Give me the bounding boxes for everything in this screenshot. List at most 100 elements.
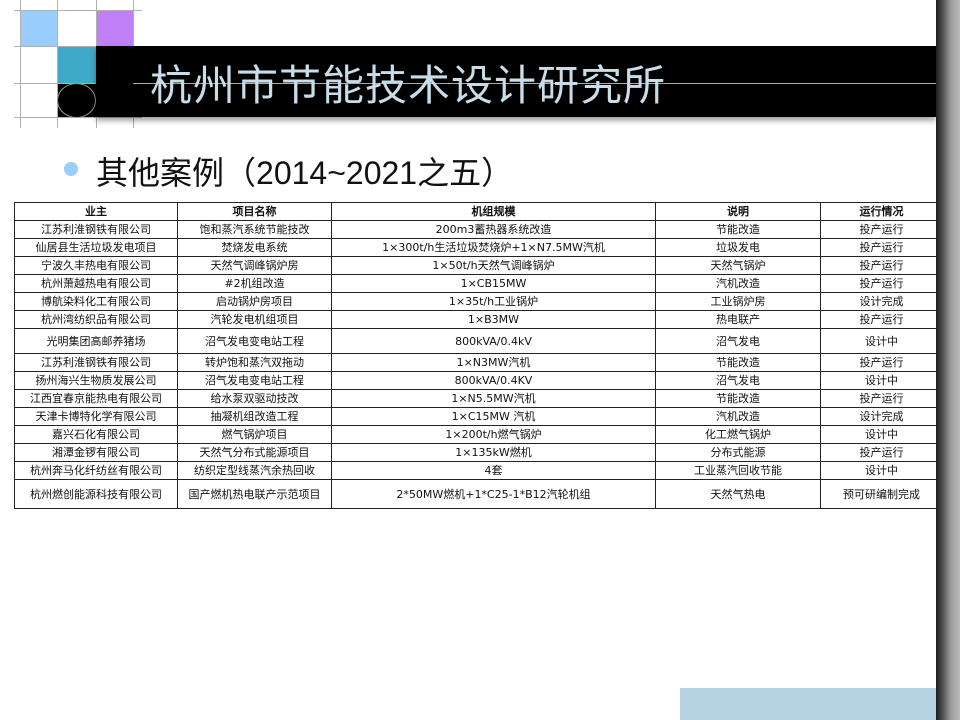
- table-cell: 江西宜春京能热电有限公司: [14, 389, 178, 408]
- grid-line: [14, 10, 142, 11]
- table-cell: 200m3蓄热器系统改造: [331, 220, 656, 239]
- table-cell: 设计中: [820, 328, 943, 354]
- table-cell: 纺织定型线蒸汽余热回收: [177, 461, 332, 480]
- table-cell: 1×200t/h燃气锅炉: [331, 425, 656, 444]
- table-cell: 工业蒸汽回收节能: [655, 461, 821, 480]
- footer-box: [680, 688, 936, 720]
- table-cell: 国产燃机热电联产示范项目: [177, 479, 332, 509]
- table-cell: 投产运行: [820, 256, 943, 275]
- table-cell: 抽凝机组改造工程: [177, 407, 332, 426]
- table-cell: 扬州海兴生物质发展公司: [14, 371, 178, 390]
- subtitle-range: 2014~2021: [256, 155, 418, 191]
- table-cell: 杭州湾纺织品有限公司: [14, 310, 178, 329]
- table-cell: 投产运行: [820, 274, 943, 293]
- table-cell: 江苏利淮钢铁有限公司: [14, 353, 178, 372]
- table-cell: 沼气发电变电站工程: [177, 328, 332, 354]
- table-cell: 设计中: [820, 461, 943, 480]
- column-header: 运行情况: [820, 202, 943, 221]
- grid-line: [14, 46, 142, 47]
- table-cell: 预可研编制完成: [820, 479, 943, 509]
- table-cell: 4套: [331, 461, 656, 480]
- table-cell: 投产运行: [820, 389, 943, 408]
- table-row: 杭州萧越热电有限公司 #2机组改造 1×CB15MW 汽机改造 投产运行: [14, 274, 943, 293]
- bullet-icon: [64, 162, 78, 176]
- table-cell: 1×300t/h生活垃圾焚烧炉+1×N7.5MW汽机: [331, 238, 656, 257]
- table-cell: 节能改造: [655, 389, 821, 408]
- decor-circle: [57, 83, 96, 118]
- table-cell: 博航染料化工有限公司: [14, 292, 178, 311]
- subtitle-prefix: 其他案例（: [96, 154, 257, 192]
- table-cell: 1×35t/h工业锅炉: [331, 292, 656, 311]
- table-cell: 光明集团高邮养猪场: [14, 328, 178, 354]
- right-edge-bar: [936, 0, 960, 720]
- table-cell: 1×N5.5MW汽机: [331, 389, 656, 408]
- table-header-row: 业主 项目名称 机组规模 说明 运行情况: [14, 202, 943, 221]
- column-header: 业主: [14, 202, 178, 221]
- table-cell: 转炉饱和蒸汽双拖动: [177, 353, 332, 372]
- table-row: 宁波久丰热电有限公司 天然气调峰锅炉房 1×50t/h天然气调峰锅炉 天然气锅炉 投产运…: [14, 256, 943, 275]
- grid-line: [20, 0, 21, 128]
- table-cell: 嘉兴石化有限公司: [14, 425, 178, 444]
- table-cell: 杭州奔马化纤纺丝有限公司: [14, 461, 178, 480]
- table-cell: 1×N3MW汽机: [331, 353, 656, 372]
- table-cell: 天然气锅炉: [655, 256, 821, 275]
- table-cell: 给水泵双驱动技改: [177, 389, 332, 408]
- table-cell: 投产运行: [820, 220, 943, 239]
- table-cell: 江苏利淮钢铁有限公司: [14, 220, 178, 239]
- column-header: 项目名称: [177, 202, 332, 221]
- page-title: 杭州市节能技术设计研究所: [150, 61, 667, 110]
- table-row: 嘉兴石化有限公司 燃气锅炉项目 1×200t/h燃气锅炉 化工燃气锅炉 设计中: [14, 425, 943, 444]
- table-cell: 工业锅炉房: [655, 292, 821, 311]
- table-cell: 1×50t/h天然气调峰锅炉: [331, 256, 656, 275]
- table-cell: 天然气热电: [655, 479, 821, 509]
- table-row: 光明集团高邮养猪场 沼气发电变电站工程 800kVA/0.4kV 沼气发电 设计中: [14, 328, 943, 354]
- decor-square-teal: [58, 47, 96, 83]
- table-cell: 设计中: [820, 425, 943, 444]
- table-cell: 1×135kW燃机: [331, 443, 656, 462]
- table-cell: #2机组改造: [177, 274, 332, 293]
- table-cell: 2*50MW燃机+1*C25-1*B12汽轮机组: [331, 479, 656, 509]
- table-cell: 杭州萧越热电有限公司: [14, 274, 178, 293]
- table-cell: 汽机改造: [655, 274, 821, 293]
- table-cell: 启动锅炉房项目: [177, 292, 332, 311]
- decor-square-purple: [97, 11, 133, 46]
- table-cell: 设计完成: [820, 407, 943, 426]
- table-row: 杭州奔马化纤纺丝有限公司 纺织定型线蒸汽余热回收 4套 工业蒸汽回收节能 设计中: [14, 461, 943, 480]
- table-cell: 天然气调峰锅炉房: [177, 256, 332, 275]
- table-row: 扬州海兴生物质发展公司 沼气发电变电站工程 800kVA/0.4KV 沼气发电 设计中: [14, 371, 943, 390]
- table-cell: 仙居县生活垃圾发电项目: [14, 238, 178, 257]
- table-cell: 分布式能源: [655, 443, 821, 462]
- table-cell: 800kVA/0.4KV: [331, 371, 656, 390]
- cases-table: 业主 项目名称 机组规模 说明 运行情况 江苏利淮钢铁有限公司 饱和蒸汽系统节能技改 200…: [14, 202, 943, 509]
- table-cell: 天然气分布式能源项目: [177, 443, 332, 462]
- table-row: 江苏利淮钢铁有限公司 饱和蒸汽系统节能技改 200m3蓄热器系统改造 节能改造 投产运行: [14, 220, 943, 239]
- table-row: 博航染料化工有限公司 启动锅炉房项目 1×35t/h工业锅炉 工业锅炉房 设计完成: [14, 292, 943, 311]
- table-row: 仙居县生活垃圾发电项目 焚烧发电系统 1×300t/h生活垃圾焚烧炉+1×N7.5M…: [14, 238, 943, 257]
- table-cell: 化工燃气锅炉: [655, 425, 821, 444]
- table-cell: 投产运行: [820, 238, 943, 257]
- table-cell: 饱和蒸汽系统节能技改: [177, 220, 332, 239]
- table-cell: 沼气发电: [655, 371, 821, 390]
- table-cell: 节能改造: [655, 220, 821, 239]
- table-cell: 燃气锅炉项目: [177, 425, 332, 444]
- table-row: 湘潭金锣有限公司 天然气分布式能源项目 1×135kW燃机 分布式能源 投产运行: [14, 443, 943, 462]
- table-cell: 1×CB15MW: [331, 274, 656, 293]
- table-cell: 1×C15MW 汽机: [331, 407, 656, 426]
- table-cell: 天津卡博特化学有限公司: [14, 407, 178, 426]
- column-header: 说明: [655, 202, 821, 221]
- table-cell: 汽轮发电机组项目: [177, 310, 332, 329]
- title-banner: [96, 46, 936, 117]
- table-row: 江西宜春京能热电有限公司 给水泵双驱动技改 1×N5.5MW汽机 节能改造 投产运行: [14, 389, 943, 408]
- table-row: 江苏利淮钢铁有限公司 转炉饱和蒸汽双拖动 1×N3MW汽机 节能改造 投产运行: [14, 353, 943, 372]
- table-cell: 杭州燃创能源科技有限公司: [14, 479, 178, 509]
- table-cell: 800kVA/0.4kV: [331, 328, 656, 354]
- table-cell: 投产运行: [820, 310, 943, 329]
- subtitle-suffix: 之五）: [417, 154, 514, 192]
- table-cell: 投产运行: [820, 353, 943, 372]
- table-cell: 沼气发电变电站工程: [177, 371, 332, 390]
- table-cell: 设计完成: [820, 292, 943, 311]
- slide-subtitle: 其他案例（2014~2021之五）: [96, 148, 513, 194]
- table-cell: 垃圾发电: [655, 238, 821, 257]
- table-cell: 热电联产: [655, 310, 821, 329]
- table-row: 天津卡博特化学有限公司 抽凝机组改造工程 1×C15MW 汽机 汽机改造 设计完成: [14, 407, 943, 426]
